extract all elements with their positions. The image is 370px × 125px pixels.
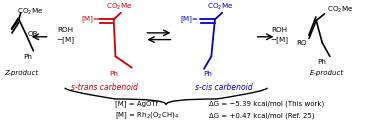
Text: OR: OR [28,31,38,37]
Text: CO$_2$Me: CO$_2$Me [17,7,44,17]
Text: Ph: Ph [317,59,326,65]
Text: [M]=: [M]= [181,15,199,22]
Text: CO$_2$Me: CO$_2$Me [207,1,233,12]
Text: RO: RO [296,40,307,46]
Text: E-product: E-product [310,70,344,76]
Text: Ph: Ph [24,54,33,60]
Text: [M]=: [M]= [81,15,99,22]
Text: Ph: Ph [109,71,118,77]
Text: Ph: Ph [203,71,212,77]
Text: Z-product: Z-product [4,70,38,76]
Text: ΔG = −5.39 kcal/mol (This work): ΔG = −5.39 kcal/mol (This work) [209,101,325,107]
Text: −[M]: −[M] [270,36,288,43]
Text: −[M]: −[M] [56,36,74,43]
Text: ROH: ROH [57,27,73,33]
Text: [M] = AgOTf: [M] = AgOTf [115,101,159,107]
Text: ΔG = +0.47 kcal/mol (Ref. 25): ΔG = +0.47 kcal/mol (Ref. 25) [209,112,315,119]
Text: s-​trans carbenoid: s-​trans carbenoid [71,83,138,92]
Text: s-cis carbenoid: s-cis carbenoid [195,83,253,92]
Text: CO$_2$Me: CO$_2$Me [327,5,354,15]
Text: [M] = Rh$_2$(O$_2$CH)$_4$: [M] = Rh$_2$(O$_2$CH)$_4$ [115,110,179,121]
Text: ROH: ROH [271,27,287,33]
Text: CO$_2$Me: CO$_2$Me [106,1,132,12]
